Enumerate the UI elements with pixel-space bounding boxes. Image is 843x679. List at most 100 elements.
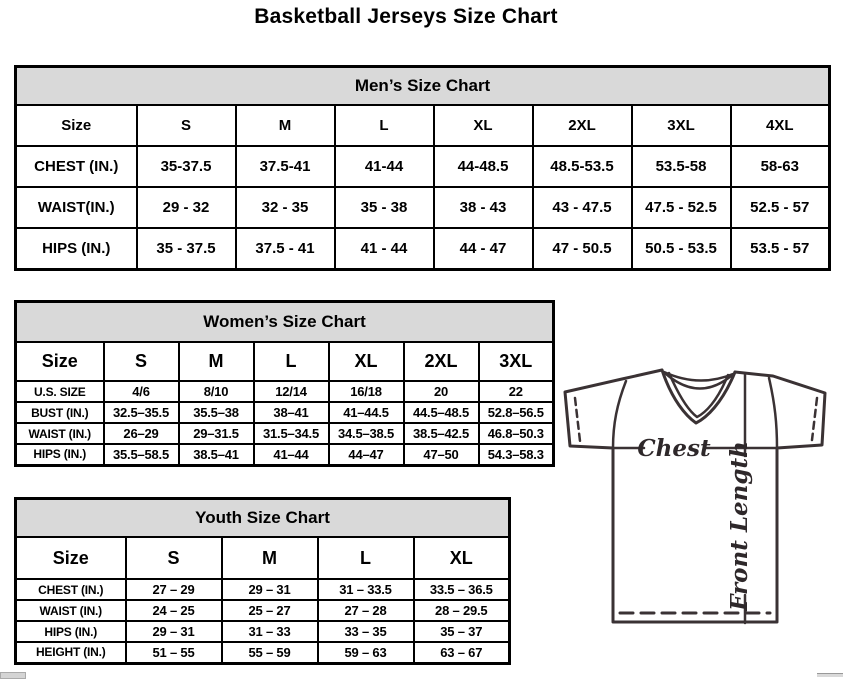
row-label: HIPS (IN.) <box>14 443 105 466</box>
jersey-vneck-inner <box>667 371 730 419</box>
size-value-cell: 35 - 38 <box>333 186 435 229</box>
front-length-label: Front Length <box>726 441 753 612</box>
column-header: L <box>252 341 330 382</box>
column-header: Size <box>14 104 138 147</box>
row-label: HIPS (IN.) <box>14 620 127 643</box>
column-header: 3XL <box>477 341 555 382</box>
row-label: BUST (IN.) <box>14 401 105 424</box>
table-row: HIPS (IN.) 35.5–58.5 38.5–41 41–44 44–47… <box>14 443 555 466</box>
size-value-cell: 33 – 35 <box>316 620 415 643</box>
column-header: M <box>220 536 319 580</box>
size-value-cell: 35.5–38 <box>177 401 255 424</box>
size-value-cell: 41-44 <box>333 145 435 188</box>
table-header-row: Size S M L XL 2XL 3XL 4XL <box>14 104 831 147</box>
column-header: S <box>124 536 223 580</box>
table-header-row: Size S M L XL <box>14 536 511 580</box>
column-header: M <box>234 104 336 147</box>
size-value-cell: 31 – 33.5 <box>316 578 415 601</box>
jersey-measurement-diagram: Chest Front Length <box>560 362 835 632</box>
sleeve-hem-dash-left <box>573 396 582 443</box>
size-value-cell: 52.5 - 57 <box>729 186 831 229</box>
womens-size-table: Women’s Size Chart Size S M L XL 2XL 3XL… <box>14 300 555 467</box>
size-value-cell: 38.5–41 <box>177 443 255 466</box>
size-value-cell: 27 – 29 <box>124 578 223 601</box>
table-row: WAIST(IN.) 29 - 32 32 - 35 35 - 38 38 - … <box>14 186 831 229</box>
table-row: HIPS (IN.) 35 - 37.5 37.5 - 41 41 - 44 4… <box>14 227 831 270</box>
size-value-cell: 31 – 33 <box>220 620 319 643</box>
size-value-cell: 27 – 28 <box>316 599 415 622</box>
youth-table-title: Youth Size Chart <box>14 497 511 538</box>
size-value-cell: 35 - 37.5 <box>135 227 237 270</box>
column-header: S <box>135 104 237 147</box>
size-value-cell: 38 - 43 <box>432 186 534 229</box>
size-value-cell: 4/6 <box>102 380 180 403</box>
table-row: HEIGHT (IN.) 51 – 55 55 – 59 59 – 63 63 … <box>14 641 511 664</box>
column-header: L <box>333 104 435 147</box>
size-value-cell: 44 - 47 <box>432 227 534 270</box>
size-value-cell: 44.5–48.5 <box>402 401 480 424</box>
size-value-cell: 32.5–35.5 <box>102 401 180 424</box>
horizontal-scrollbar-fragment[interactable] <box>817 673 843 677</box>
size-value-cell: 50.5 - 53.5 <box>630 227 732 270</box>
jersey-armhole-right <box>767 376 779 450</box>
column-header: 2XL <box>531 104 633 147</box>
jersey-diagram-svg: Chest Front Length <box>563 368 827 625</box>
size-value-cell: 43 - 47.5 <box>531 186 633 229</box>
table-row: BUST (IN.) 32.5–35.5 35.5–38 38–41 41–44… <box>14 401 555 424</box>
size-value-cell: 47–50 <box>402 443 480 466</box>
size-value-cell: 34.5–38.5 <box>327 422 405 445</box>
size-value-cell: 58-63 <box>729 145 831 188</box>
row-label: HIPS (IN.) <box>14 227 138 270</box>
page-title: Basketball Jerseys Size Chart <box>254 5 558 28</box>
column-header: M <box>177 341 255 382</box>
size-value-cell: 33.5 – 36.5 <box>412 578 511 601</box>
size-value-cell: 38.5–42.5 <box>402 422 480 445</box>
column-header: XL <box>412 536 511 580</box>
size-value-cell: 55 – 59 <box>220 641 319 664</box>
size-value-cell: 54.3–58.3 <box>477 443 555 466</box>
table-title-row: Women’s Size Chart <box>14 300 555 343</box>
size-value-cell: 37.5-41 <box>234 145 336 188</box>
column-header: XL <box>327 341 405 382</box>
table-row: WAIST (IN.) 26–29 29–31.5 31.5–34.5 34.5… <box>14 422 555 445</box>
size-value-cell: 22 <box>477 380 555 403</box>
size-value-cell: 29 – 31 <box>220 578 319 601</box>
mens-table-title: Men’s Size Chart <box>14 65 831 106</box>
horizontal-scrollbar-thumb[interactable] <box>0 672 26 679</box>
table-row: WAIST (IN.) 24 – 25 25 – 27 27 – 28 28 –… <box>14 599 511 622</box>
size-value-cell: 26–29 <box>102 422 180 445</box>
jersey-vneck-outer <box>660 368 737 425</box>
table-row: HIPS (IN.) 29 – 31 31 – 33 33 – 35 35 – … <box>14 620 511 643</box>
size-value-cell: 63 – 67 <box>412 641 511 664</box>
size-value-cell: 8/10 <box>177 380 255 403</box>
size-value-cell: 35 – 37 <box>412 620 511 643</box>
column-header: L <box>316 536 415 580</box>
size-value-cell: 53.5-58 <box>630 145 732 188</box>
jersey-armhole-left <box>611 379 628 450</box>
size-value-cell: 25 – 27 <box>220 599 319 622</box>
size-value-cell: 12/14 <box>252 380 330 403</box>
size-value-cell: 41 - 44 <box>333 227 435 270</box>
size-value-cell: 53.5 - 57 <box>729 227 831 270</box>
table-title-row: Men’s Size Chart <box>14 65 831 106</box>
column-header: S <box>102 341 180 382</box>
size-value-cell: 32 - 35 <box>234 186 336 229</box>
column-header: XL <box>432 104 534 147</box>
column-header: Size <box>14 341 105 382</box>
row-label: CHEST (IN.) <box>14 145 138 188</box>
table-title-row: Youth Size Chart <box>14 497 511 538</box>
row-label: WAIST (IN.) <box>14 599 127 622</box>
size-value-cell: 29 – 31 <box>124 620 223 643</box>
size-value-cell: 41–44.5 <box>327 401 405 424</box>
size-value-cell: 35-37.5 <box>135 145 237 188</box>
womens-table-title: Women’s Size Chart <box>14 300 555 343</box>
table-row: CHEST (IN.) 35-37.5 37.5-41 41-44 44-48.… <box>14 145 831 188</box>
youth-size-table: Youth Size Chart Size S M L XL CHEST (IN… <box>14 497 512 665</box>
size-value-cell: 44–47 <box>327 443 405 466</box>
size-value-cell: 35.5–58.5 <box>102 443 180 466</box>
table-row: U.S. SIZE 4/6 8/10 12/14 16/18 20 22 <box>14 380 555 403</box>
size-value-cell: 20 <box>402 380 480 403</box>
table-row: CHEST (IN.) 27 – 29 29 – 31 31 – 33.5 33… <box>14 578 511 601</box>
column-header: 4XL <box>729 104 831 147</box>
size-value-cell: 41–44 <box>252 443 330 466</box>
